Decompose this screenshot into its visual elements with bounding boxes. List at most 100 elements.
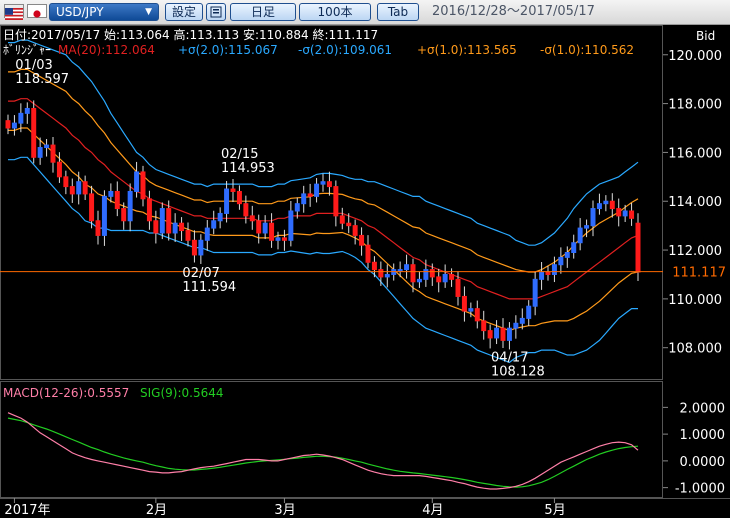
currency-pair-label: USD/JPY [56,5,104,19]
bar-count-selector[interactable]: 100本 [299,3,371,21]
minus2sigma-legend: -σ(2.0):109.061 [298,43,392,57]
candle-body [436,276,442,283]
candle-body [301,193,307,205]
candle-body [333,186,339,217]
candle-body [211,220,217,229]
candle-body [191,239,197,256]
candle-body [288,210,294,241]
candle-body [37,147,43,158]
time-axis-labels: 2017年 2月 3月 4月 5月 [4,498,566,518]
japan-flag-icon-graphic [33,10,41,18]
candle-body [24,107,30,114]
lower-2sigma-line [8,156,638,364]
us-flag-icon-graphic [5,8,23,20]
lower-1sigma-line [8,127,639,332]
annotation-date: 02/15 [221,147,258,162]
macd-tick-label: 0.0000 [680,455,726,470]
annotation-date: 02/07 [182,266,219,281]
current-price-tag-bg [663,263,730,280]
price-axis-ticks: 120.000 118.000 116.000 114.000 112.000 110.0… [668,49,722,357]
candle-body [423,269,429,280]
candle-body [577,227,583,244]
price-tick-label: 116.000 [668,146,722,161]
bar-count-label: 100本 [317,5,353,19]
candle-body [243,203,249,217]
macd-axis-ticks: 2.0000 1.0000 0.0000 -1.0000 [663,401,726,497]
price-tick-label: 118.000 [668,98,722,113]
chevron-down-icon: ▼ [145,7,152,17]
candle-body [622,210,628,217]
candle-body [159,208,165,234]
candle-body [596,203,602,210]
candle-body [320,181,326,185]
candle-body [404,264,410,271]
candle-body [82,181,88,195]
candle-body [204,227,210,241]
candle-body [513,322,519,329]
candle-body [5,120,11,129]
timeframe-label: 日足 [250,5,275,19]
macd-tick-label: 1.0000 [680,428,726,443]
candle-body [539,271,545,280]
candle-body [584,225,590,229]
upper-2sigma-line [8,39,639,246]
currency-pair-selector[interactable]: USD/JPY ▼ [49,3,159,21]
price-grid [663,54,668,349]
candle-body [262,222,268,234]
annotation-value: 118.597 [15,72,69,87]
candle-body [101,195,107,236]
candle-body [410,264,416,283]
candle-body [629,210,635,219]
candle-body [63,176,69,188]
candle-body [371,261,377,271]
ma-legend: MA(20):112.064 [58,43,155,57]
candle-body [114,190,120,210]
price-tick-label: 112.000 [668,244,722,259]
candle-body [172,222,178,234]
price-tick-label: 110.000 [668,293,722,308]
time-axis-label: 2017年 [4,503,50,518]
candle-body [256,220,262,234]
macd-panel-frame [0,381,663,498]
candle-body [506,327,512,341]
candle-body [217,212,223,222]
candle-body [487,330,493,339]
settings-button[interactable]: 設定 [165,3,203,21]
settings-button-label: 設定 [171,5,196,19]
tab-button-label: Tab [387,5,409,19]
macd-tick-label: 2.0000 [680,401,726,416]
candle-body [281,237,287,241]
annotation-value: 111.594 [182,280,236,295]
bollinger-bands [8,39,639,364]
bid-label: Bid [696,29,715,43]
candle-body [494,327,500,339]
list-icon-button[interactable] [206,3,226,21]
candle-body [249,215,255,222]
candle-body [609,200,615,210]
candle-body [146,198,152,222]
candle-body [519,317,525,324]
annotation-value: 114.953 [221,161,275,176]
macd-series [7,412,639,490]
candle-body [346,222,352,227]
candle-body [359,234,365,246]
time-axis-label: 5月 [544,503,565,518]
candle-body [89,193,95,222]
candle-body [11,122,17,129]
candle-body [314,183,320,197]
candle-body [153,220,159,234]
candle-body [339,215,345,224]
candle-body [236,190,242,205]
candle-body [468,308,474,312]
timeframe-selector[interactable]: 日足 [230,3,296,21]
candle-body [18,112,24,124]
candle-body [50,144,56,163]
candle-body [635,222,641,273]
candle-body [571,242,577,253]
macd-tick-label: -1.0000 [675,482,725,497]
tab-button[interactable]: Tab [377,3,419,21]
ohlc-readout: 日付:2017/05/17 始:113.064 高:113.113 安:110.… [3,27,378,42]
candle-body [269,222,275,241]
price-tick-label: 120.000 [668,49,722,64]
